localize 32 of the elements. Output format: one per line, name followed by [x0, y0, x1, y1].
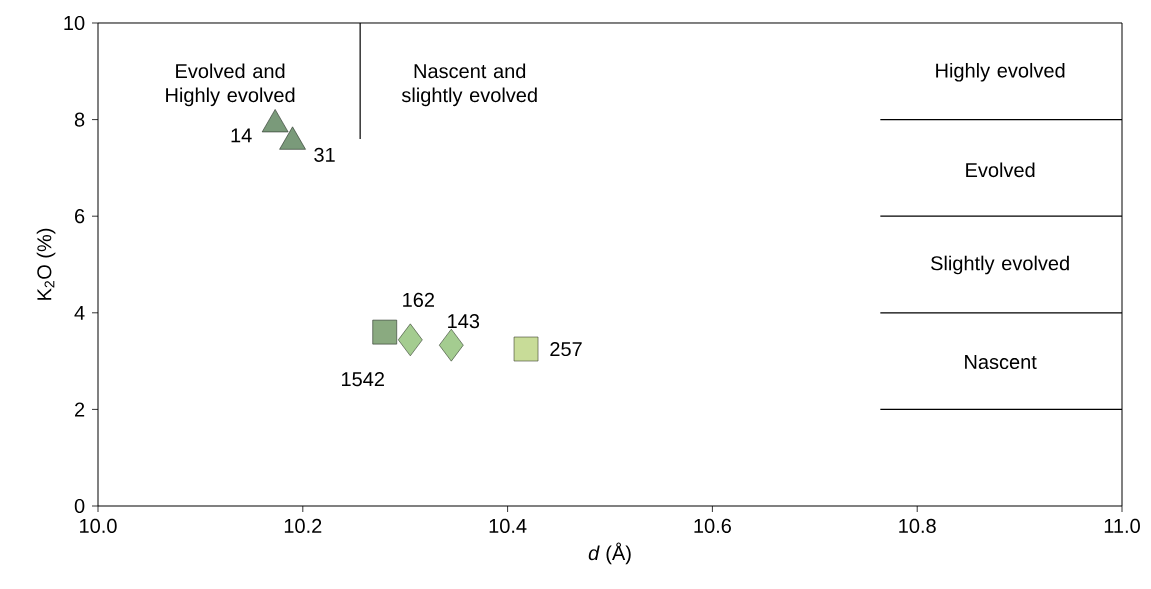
series-label: 143	[448, 314, 480, 329]
x-tick-label: 10.2	[284, 518, 322, 534]
series-label: 31	[314, 147, 335, 162]
y-tick-label: 6	[75, 209, 85, 224]
point	[261, 109, 289, 133]
point	[372, 319, 398, 345]
y-tick-label: 4	[74, 305, 85, 320]
x-tick-label: 10.8	[899, 518, 936, 534]
x-tick-label: 11.0	[1104, 518, 1140, 534]
x-axis-title: d (Å)	[588, 542, 631, 565]
series-label: 162	[403, 292, 434, 307]
annotation: Nascent and slightly evolved	[401, 63, 537, 107]
series-label: 14	[231, 128, 252, 143]
x-tick-label: 10.6	[694, 518, 731, 534]
annotation: Evolved	[966, 162, 1035, 178]
y-tick-label: 8	[74, 112, 85, 127]
point	[398, 323, 423, 357]
point	[279, 126, 306, 150]
point	[513, 336, 539, 362]
series-label: 257	[550, 341, 582, 357]
annotation: Highly evolved	[936, 62, 1065, 82]
y-axis-title: K$_{2}$O (%)	[36, 228, 56, 300]
annotation: Nascent	[965, 355, 1037, 370]
x-tick-label: 10.0	[80, 518, 117, 534]
point	[438, 328, 464, 362]
x-tick-label: 10.4	[489, 518, 527, 534]
y-tick-label: 2	[75, 402, 85, 417]
annotation: Slightly evolved	[931, 255, 1069, 275]
y-tick-label: 10	[64, 15, 85, 31]
y-tick-label: 0	[74, 498, 85, 514]
annotation: Evolved and Highly evolved	[166, 63, 295, 107]
series-label: 1542	[342, 372, 384, 387]
